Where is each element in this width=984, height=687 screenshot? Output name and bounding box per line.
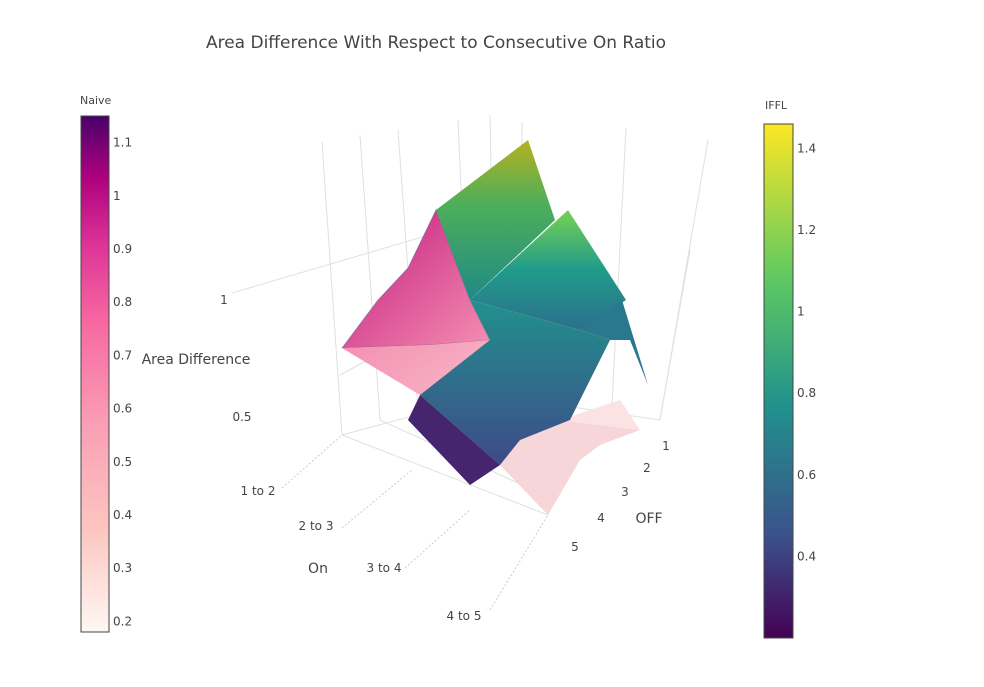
- colorbar-tick-label: 0.4: [113, 508, 132, 522]
- x-axis-title: On: [308, 561, 328, 577]
- x-axis: 1 to 2 2 to 3 3 to 4 4 to 5 On: [241, 484, 482, 623]
- z-tick-label: 1: [220, 293, 228, 307]
- z-axis-title: Area Difference: [142, 352, 251, 368]
- surface-iffl: [408, 140, 648, 485]
- iffl-patch-high: [436, 140, 555, 300]
- colorbar-iffl-bar: [763, 123, 794, 639]
- iffl-patch-center: [420, 300, 610, 465]
- y-tick-label: 4: [597, 511, 605, 525]
- iffl-patch-dark: [408, 395, 500, 485]
- colorbar-naive-bar: [80, 115, 110, 633]
- y-tick-label: 2: [643, 461, 651, 475]
- colorbar-tick-label: 0.7: [113, 348, 132, 362]
- y-tick-label: 1: [662, 439, 670, 453]
- colorbar-tick-label: 0.8: [797, 386, 816, 400]
- colorbar-tick-label: 0.4: [797, 549, 816, 563]
- iffl-patch-right: [470, 210, 626, 330]
- colorbar-tick-label: 0.2: [113, 614, 132, 628]
- x-tick-label: 3 to 4: [367, 561, 402, 575]
- x-tick-label: 4 to 5: [447, 609, 482, 623]
- colorbar-tick-label: 1: [113, 189, 121, 203]
- colorbar-iffl: IFFL 0.4 0.6 0.8 1 1.2 1.4: [763, 99, 816, 639]
- naive-patch-low: [560, 400, 640, 430]
- chart-title: Area Difference With Respect to Consecut…: [206, 33, 666, 53]
- y-axis: 1 2 3 4 5 OFF: [571, 439, 670, 554]
- x-tick-label: 2 to 3: [299, 519, 334, 533]
- colorbar-tick-label: 0.9: [113, 242, 132, 256]
- colorbar-tick-label: 1.4: [797, 141, 816, 155]
- colorbar-tick-label: 0.5: [113, 455, 132, 469]
- colorbar-naive-title: Naive: [80, 94, 112, 107]
- colorbar-tick-label: 1: [797, 305, 805, 319]
- scene-axis-lines: [281, 434, 549, 611]
- iffl-patch-edge: [580, 300, 648, 385]
- z-tick-label: 0.5: [232, 410, 251, 424]
- colorbar-tick-label: 0.6: [797, 468, 816, 482]
- y-tick-label: 5: [571, 540, 579, 554]
- x-tick-label: 1 to 2: [241, 484, 276, 498]
- colorbar-tick-label: 0.3: [113, 561, 132, 575]
- colorbar-tick-label: 1.1: [113, 136, 132, 150]
- colorbar-iffl-title: IFFL: [765, 99, 788, 112]
- colorbar-tick-label: 1.2: [797, 223, 816, 237]
- colorbar-tick-label: 0.8: [113, 295, 132, 309]
- y-axis-title: OFF: [635, 511, 662, 527]
- colorbar-tick-label: 0.6: [113, 402, 132, 416]
- y-tick-label: 3: [621, 485, 629, 499]
- z-axis: 1 0.5 Area Difference: [142, 293, 252, 424]
- colorbar-naive: Naive 0.2 0.3 0.4 0.5 0.6 0.7 0.8 0.9 1 1.1: [80, 94, 132, 633]
